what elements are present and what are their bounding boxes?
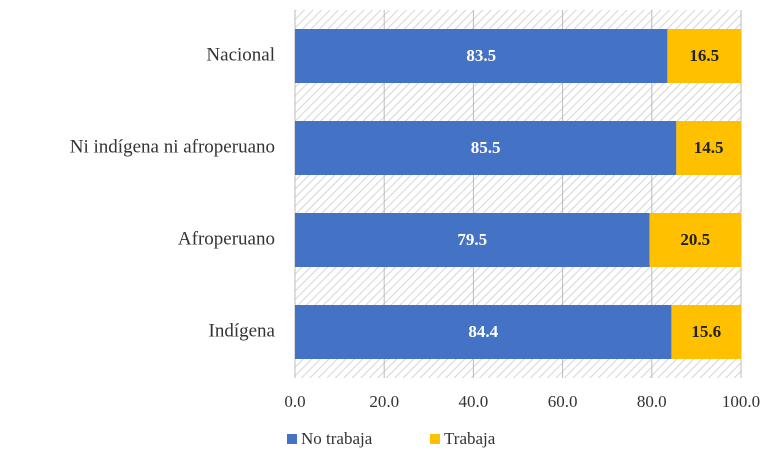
data-label: 20.5: [680, 230, 710, 249]
data-label: 83.5: [466, 46, 496, 65]
data-label: 79.5: [457, 230, 487, 249]
x-tick-label: 40.0: [459, 392, 489, 411]
y-tick-label: Indígena: [209, 320, 276, 341]
x-tick-label: 0.0: [284, 392, 305, 411]
data-label: 84.4: [468, 322, 498, 341]
bar: [295, 121, 677, 175]
y-tick-label: Afroperuano: [178, 228, 275, 249]
bar: [649, 213, 741, 267]
bar: [676, 121, 741, 175]
data-label: 14.5: [694, 138, 724, 157]
bar: [295, 29, 668, 83]
bar: [671, 305, 741, 359]
bar: [667, 29, 741, 83]
y-tick-label: Ni indígena ni afroperuano: [70, 136, 275, 157]
bar: [295, 305, 672, 359]
y-tick-label: Nacional: [206, 44, 275, 65]
x-tick-label: 80.0: [637, 392, 667, 411]
x-tick-label: 20.0: [369, 392, 399, 411]
data-label: 16.5: [689, 46, 719, 65]
x-tick-label: 60.0: [548, 392, 578, 411]
bar: [295, 213, 650, 267]
legend-label: Trabaja: [444, 429, 496, 448]
data-label: 85.5: [471, 138, 501, 157]
legend-swatch: [287, 434, 297, 444]
legend-label: No trabaja: [301, 429, 373, 448]
legend-swatch: [430, 434, 440, 444]
x-tick-label: 100.0: [722, 392, 760, 411]
data-label: 15.6: [691, 322, 721, 341]
